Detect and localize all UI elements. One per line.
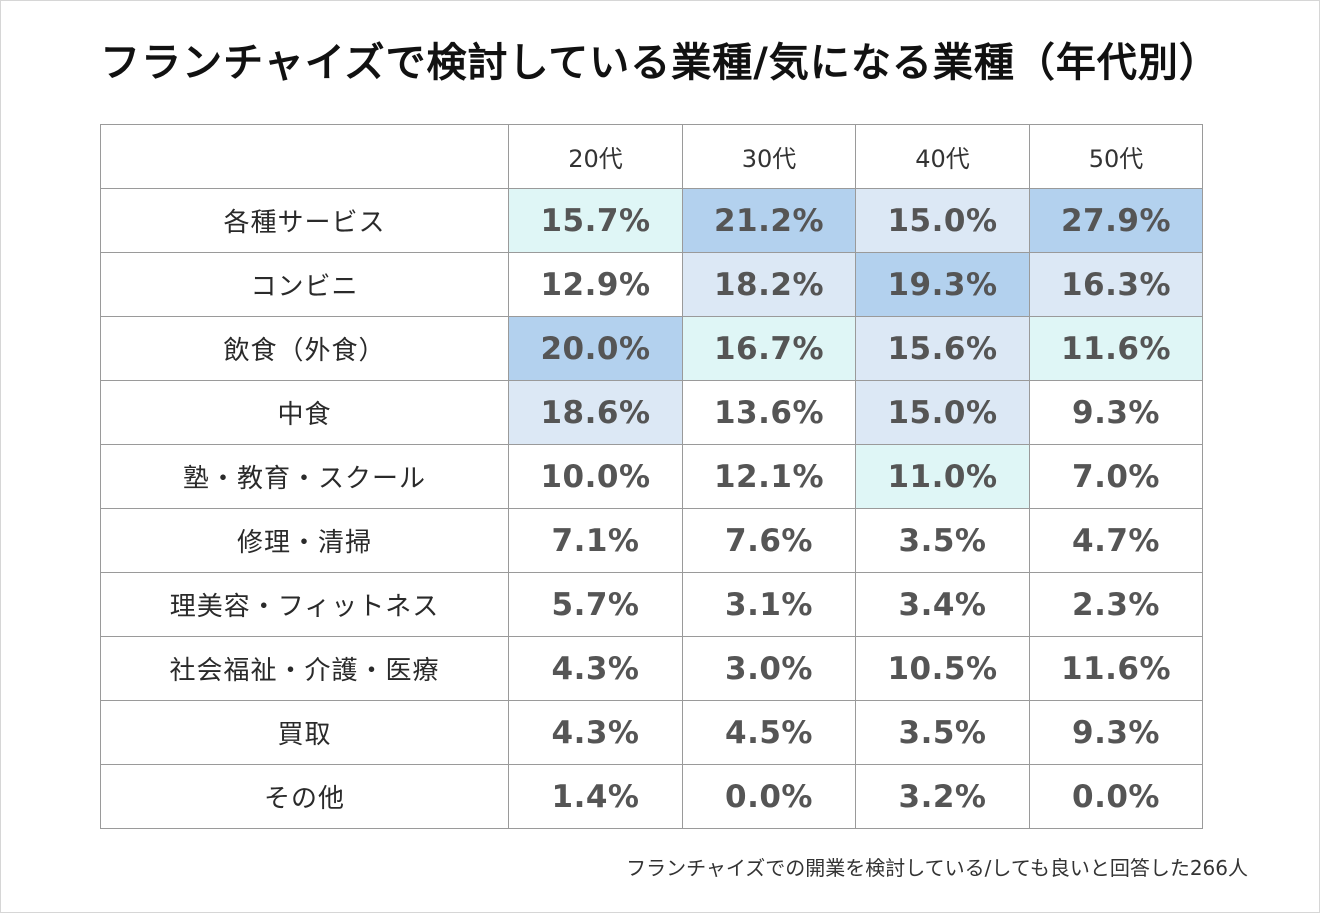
table-row: その他 1.4% 0.0% 3.2% 0.0% xyxy=(100,764,1203,829)
table-row: 買取 4.3% 4.5% 3.5% 9.3% xyxy=(100,700,1203,765)
value-cell-20s: 15.7% xyxy=(508,188,683,253)
value-cell-50s: 0.0% xyxy=(1029,764,1203,829)
chart-title: フランチャイズで検討している業種/気になる業種（年代別） xyxy=(100,40,1220,86)
value-cell-20s: 5.7% xyxy=(508,572,683,637)
value-cell-30s: 0.0% xyxy=(682,764,856,829)
row-label: 飲食（外食） xyxy=(100,316,509,381)
value-cell-50s: 2.3% xyxy=(1029,572,1203,637)
value-cell-20s: 12.9% xyxy=(508,252,683,317)
header-row: 20代 30代 40代 50代 xyxy=(100,124,1203,189)
value-cell-40s: 3.4% xyxy=(855,572,1030,637)
value-cell-50s: 9.3% xyxy=(1029,380,1203,445)
value-cell-40s: 15.0% xyxy=(855,188,1030,253)
table-row: 飲食（外食） 20.0% 16.7% 15.6% 11.6% xyxy=(100,316,1203,381)
row-label: 塾・教育・スクール xyxy=(100,444,509,509)
value-cell-50s: 7.0% xyxy=(1029,444,1203,509)
value-cell-50s: 27.9% xyxy=(1029,188,1203,253)
row-label: 理美容・フィットネス xyxy=(100,572,509,637)
value-cell-50s: 16.3% xyxy=(1029,252,1203,317)
row-label: 修理・清掃 xyxy=(100,508,509,573)
row-label: 中食 xyxy=(100,380,509,445)
table-row: 各種サービス 15.7% 21.2% 15.0% 27.9% xyxy=(100,188,1203,253)
column-header-20s: 20代 xyxy=(508,124,683,189)
value-cell-30s: 16.7% xyxy=(682,316,856,381)
value-cell-30s: 4.5% xyxy=(682,700,856,765)
value-cell-50s: 11.6% xyxy=(1029,316,1203,381)
value-cell-40s: 11.0% xyxy=(855,444,1030,509)
table-row: 理美容・フィットネス 5.7% 3.1% 3.4% 2.3% xyxy=(100,572,1203,637)
value-cell-30s: 18.2% xyxy=(682,252,856,317)
value-cell-20s: 20.0% xyxy=(508,316,683,381)
row-label: 各種サービス xyxy=(100,188,509,253)
column-header-40s: 40代 xyxy=(855,124,1030,189)
value-cell-30s: 21.2% xyxy=(682,188,856,253)
value-cell-40s: 3.5% xyxy=(855,508,1030,573)
value-cell-40s: 3.2% xyxy=(855,764,1030,829)
value-cell-20s: 4.3% xyxy=(508,636,683,701)
value-cell-40s: 10.5% xyxy=(855,636,1030,701)
value-cell-20s: 7.1% xyxy=(508,508,683,573)
value-cell-20s: 18.6% xyxy=(508,380,683,445)
value-cell-40s: 19.3% xyxy=(855,252,1030,317)
value-cell-30s: 3.0% xyxy=(682,636,856,701)
value-cell-20s: 4.3% xyxy=(508,700,683,765)
header-corner-cell xyxy=(100,124,509,189)
table-row: コンビニ 12.9% 18.2% 19.3% 16.3% xyxy=(100,252,1203,317)
value-cell-20s: 10.0% xyxy=(508,444,683,509)
value-cell-30s: 3.1% xyxy=(682,572,856,637)
row-label: 社会福祉・介護・医療 xyxy=(100,636,509,701)
value-cell-40s: 15.0% xyxy=(855,380,1030,445)
footnote: フランチャイズでの開業を検討している/しても良いと回答した266人 xyxy=(626,856,1248,880)
row-label: コンビニ xyxy=(100,252,509,317)
value-cell-30s: 7.6% xyxy=(682,508,856,573)
data-table: 20代 30代 40代 50代 各種サービス 15.7% 21.2% 15.0% 27.… xyxy=(100,124,1203,829)
value-cell-30s: 13.6% xyxy=(682,380,856,445)
column-header-30s: 30代 xyxy=(682,124,856,189)
value-cell-50s: 4.7% xyxy=(1029,508,1203,573)
value-cell-30s: 12.1% xyxy=(682,444,856,509)
value-cell-40s: 3.5% xyxy=(855,700,1030,765)
table-row: 社会福祉・介護・医療 4.3% 3.0% 10.5% 11.6% xyxy=(100,636,1203,701)
row-label: 買取 xyxy=(100,700,509,765)
value-cell-50s: 9.3% xyxy=(1029,700,1203,765)
table-row: 中食 18.6% 13.6% 15.0% 9.3% xyxy=(100,380,1203,445)
column-header-50s: 50代 xyxy=(1029,124,1203,189)
table-row: 修理・清掃 7.1% 7.6% 3.5% 4.7% xyxy=(100,508,1203,573)
row-label: その他 xyxy=(100,764,509,829)
table-row: 塾・教育・スクール 10.0% 12.1% 11.0% 7.0% xyxy=(100,444,1203,509)
value-cell-20s: 1.4% xyxy=(508,764,683,829)
value-cell-50s: 11.6% xyxy=(1029,636,1203,701)
value-cell-40s: 15.6% xyxy=(855,316,1030,381)
